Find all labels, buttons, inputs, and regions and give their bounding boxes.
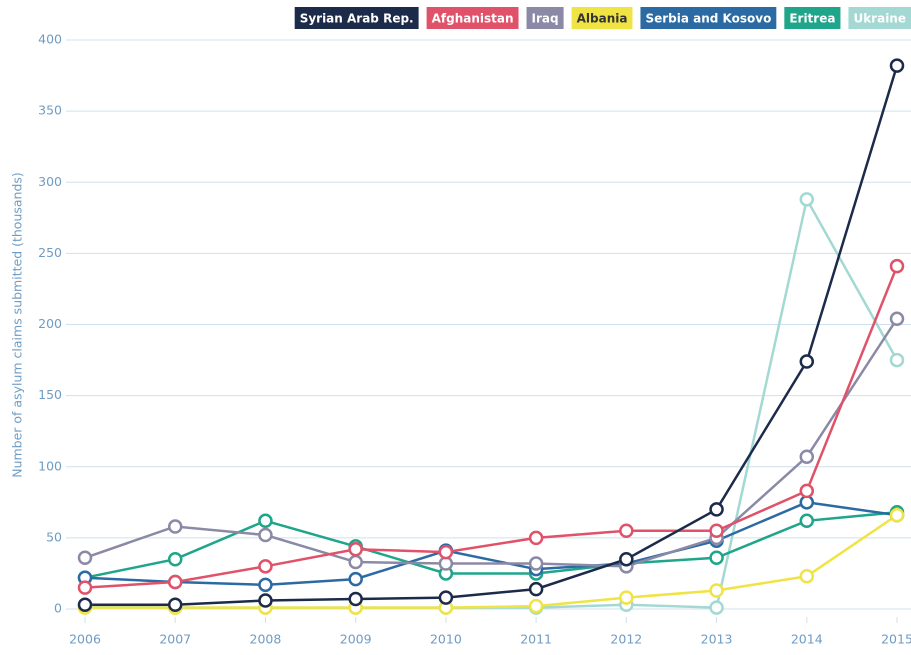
y-tick-label: 250 xyxy=(38,245,62,260)
point xyxy=(528,581,544,597)
x-tick-label: 2007 xyxy=(159,632,191,647)
series-line xyxy=(84,501,898,587)
legend-item: Eritrea xyxy=(784,7,841,29)
legend-swatch xyxy=(294,7,419,29)
legend-item: Iraq xyxy=(526,7,564,29)
point xyxy=(167,574,183,590)
point xyxy=(799,569,815,584)
series-line xyxy=(84,265,899,589)
point xyxy=(348,591,363,607)
point xyxy=(167,597,183,612)
x-tick-label: 2006 xyxy=(69,632,101,647)
x-tick-label: 2009 xyxy=(340,632,372,647)
legend-label: Eritrea xyxy=(789,12,835,26)
point xyxy=(77,580,93,595)
point xyxy=(528,556,544,571)
legend-swatch xyxy=(784,7,841,29)
x-tick-label: 2015 xyxy=(881,632,911,647)
legend-item: Syrian Arab Rep. xyxy=(294,7,419,29)
point xyxy=(709,583,724,598)
point xyxy=(889,311,905,327)
point xyxy=(258,593,273,608)
legend-label: Iraq xyxy=(532,12,559,26)
legend-swatch xyxy=(848,7,911,29)
legend-label: Afghanistan xyxy=(432,12,514,26)
series-line xyxy=(84,318,899,568)
legend-item: Serbia and Kosovo xyxy=(640,7,777,29)
point xyxy=(889,507,905,523)
point xyxy=(799,354,815,369)
legend-label: Syrian Arab Rep. xyxy=(300,12,414,26)
legend-swatch xyxy=(526,7,564,29)
x-tick-label: 2013 xyxy=(701,632,733,647)
point xyxy=(709,523,724,539)
legend-label: Serbia and Kosovo xyxy=(645,12,771,26)
y-tick-label: 150 xyxy=(38,387,62,402)
x-tick-label: 2010 xyxy=(430,632,462,647)
legend-swatch xyxy=(426,7,519,29)
series-line xyxy=(85,514,898,609)
y-tick-label: 100 xyxy=(38,458,62,473)
y-tick-label: 0 xyxy=(54,601,62,616)
point xyxy=(258,577,273,593)
x-tick-label: 2011 xyxy=(520,632,552,647)
x-tick-label: 2014 xyxy=(791,632,823,647)
point xyxy=(799,192,815,207)
legend-swatch xyxy=(571,7,633,29)
y-tick-label: 200 xyxy=(38,316,62,331)
legend-item: Afghanistan xyxy=(426,7,519,29)
point xyxy=(709,502,724,517)
point xyxy=(348,554,363,570)
point xyxy=(799,513,815,529)
series-line xyxy=(85,65,899,606)
point xyxy=(77,550,93,566)
point xyxy=(889,352,905,368)
point xyxy=(348,571,363,587)
point xyxy=(258,513,273,529)
point xyxy=(438,590,454,605)
legend-label: Ukraine xyxy=(853,12,906,26)
point xyxy=(889,258,905,274)
point xyxy=(619,523,634,539)
point xyxy=(799,449,815,465)
legend-swatch xyxy=(640,7,777,29)
point xyxy=(619,590,634,605)
series-line xyxy=(84,511,898,579)
point xyxy=(77,597,93,612)
y-tick-label: 300 xyxy=(38,174,62,189)
point xyxy=(709,550,724,566)
point xyxy=(528,530,544,546)
y-tick-label: 400 xyxy=(38,32,62,47)
point xyxy=(438,544,454,560)
point xyxy=(348,542,363,557)
legend: Syrian Arab Rep. Afghanistan Iraq Albania Se… xyxy=(294,7,911,29)
point xyxy=(258,527,273,543)
legend-item: Albania xyxy=(571,7,633,29)
y-axis-label: Number of asylum claims submitted (thous… xyxy=(10,172,25,478)
point xyxy=(619,551,634,567)
point xyxy=(528,598,544,614)
point xyxy=(889,58,905,73)
legend-label: Albania xyxy=(577,12,628,26)
x-tick-label: 2008 xyxy=(250,632,282,647)
y-tick-label: 350 xyxy=(38,103,62,118)
point xyxy=(709,600,724,615)
point xyxy=(258,559,273,574)
legend-item: Ukraine xyxy=(848,7,911,29)
x-tick-label: 2012 xyxy=(610,632,642,647)
point xyxy=(167,551,183,567)
point xyxy=(167,519,183,534)
y-tick-label: 50 xyxy=(46,529,62,544)
point xyxy=(799,483,815,499)
